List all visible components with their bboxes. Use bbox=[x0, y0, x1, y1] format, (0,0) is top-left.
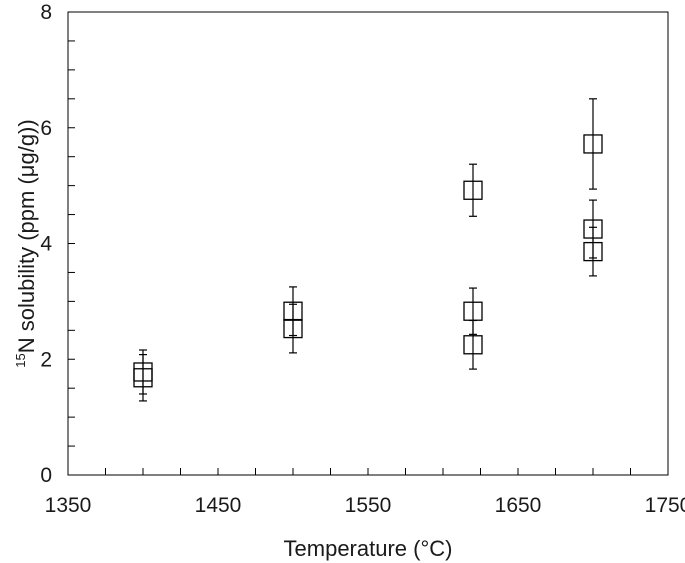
x-minor-ticks bbox=[105, 468, 631, 475]
square-marker bbox=[463, 180, 483, 200]
y-tick-label: 4 bbox=[40, 233, 52, 256]
y-axis-title: 15N solubility (ppm (μg/g)) bbox=[13, 119, 39, 367]
data-point bbox=[583, 226, 603, 277]
x-tick-label: 1550 bbox=[345, 494, 392, 517]
x-tick-label: 1350 bbox=[45, 494, 92, 517]
x-tick-label: 1450 bbox=[195, 494, 242, 517]
y-tick-label: 6 bbox=[40, 117, 52, 140]
y-tick-label: 8 bbox=[40, 1, 52, 24]
x-tick-label: 1650 bbox=[495, 494, 542, 517]
square-marker bbox=[133, 368, 153, 388]
data-point bbox=[463, 319, 483, 370]
y-axis-title-main: N solubility (ppm (μg/g)) bbox=[14, 119, 39, 353]
square-marker bbox=[583, 134, 603, 154]
y-tick-label: 0 bbox=[40, 464, 52, 487]
square-marker bbox=[463, 335, 483, 355]
data-point bbox=[463, 163, 483, 217]
y-axis-title-superscript: 15 bbox=[13, 353, 28, 367]
x-axis-title: Temperature (°C) bbox=[284, 536, 453, 561]
data-point bbox=[283, 303, 303, 354]
y-tick-labels: 0 2 4 6 8 bbox=[40, 1, 52, 487]
plot-area-frame bbox=[67, 11, 669, 476]
data-point bbox=[583, 98, 603, 190]
y-minor-ticks bbox=[68, 40, 75, 447]
square-marker bbox=[583, 241, 603, 262]
data-series bbox=[133, 98, 603, 402]
y-tick-label: 2 bbox=[40, 348, 52, 371]
data-point bbox=[133, 354, 153, 402]
square-marker bbox=[283, 318, 303, 339]
